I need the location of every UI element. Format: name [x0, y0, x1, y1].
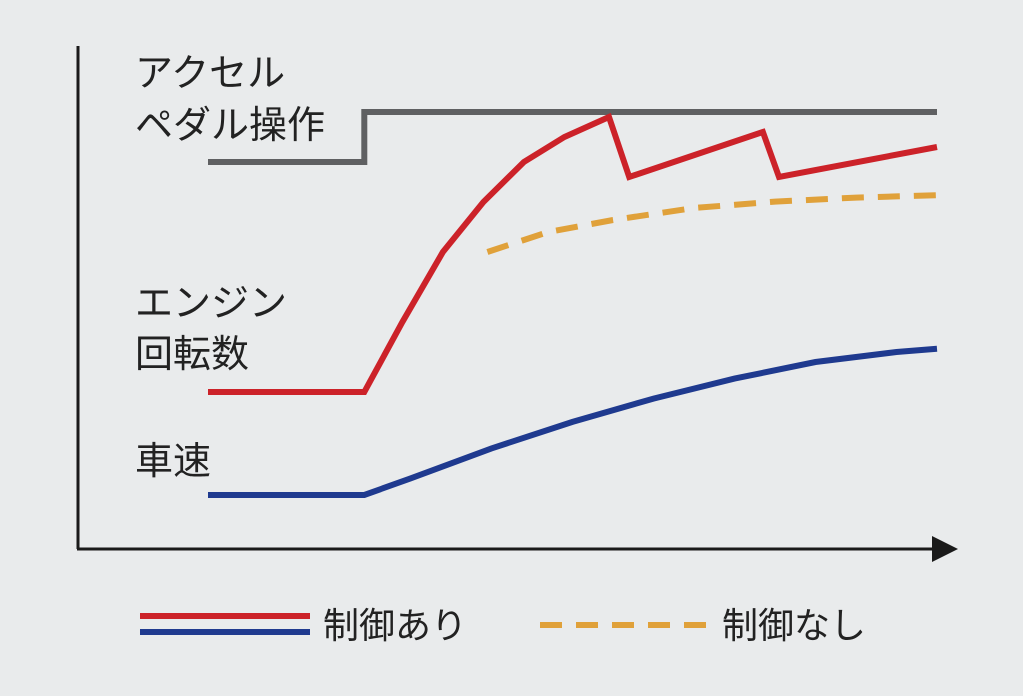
series-line-speed: [208, 345, 938, 498]
label-accelerator-line2: ペダル操作: [135, 103, 325, 147]
legend-label-uncontrolled: 制御なし: [722, 606, 866, 647]
label-engine-line2: 回転数: [135, 332, 249, 376]
label-engine-line1: エンジン: [135, 281, 287, 325]
legend-item-controlled: 制御あり: [140, 606, 467, 647]
series-line-accelerator: [208, 109, 937, 165]
label-speed: 車速: [135, 439, 211, 483]
series-lines: [208, 109, 938, 498]
legend-label-controlled: 制御あり: [323, 606, 467, 647]
series-labels: アクセル ペダル操作 エンジン 回転数 車速: [135, 51, 325, 483]
x-axis-arrowhead: [932, 536, 958, 562]
legend: 制御あり 制御なし: [140, 606, 866, 647]
legend-item-uncontrolled: 制御なし: [540, 606, 866, 647]
label-accelerator-line1: アクセル: [135, 51, 285, 95]
series-line-engine-controlled: [208, 112, 938, 395]
series-line-engine-uncontrolled: [486, 192, 938, 255]
axes: [76, 46, 958, 562]
